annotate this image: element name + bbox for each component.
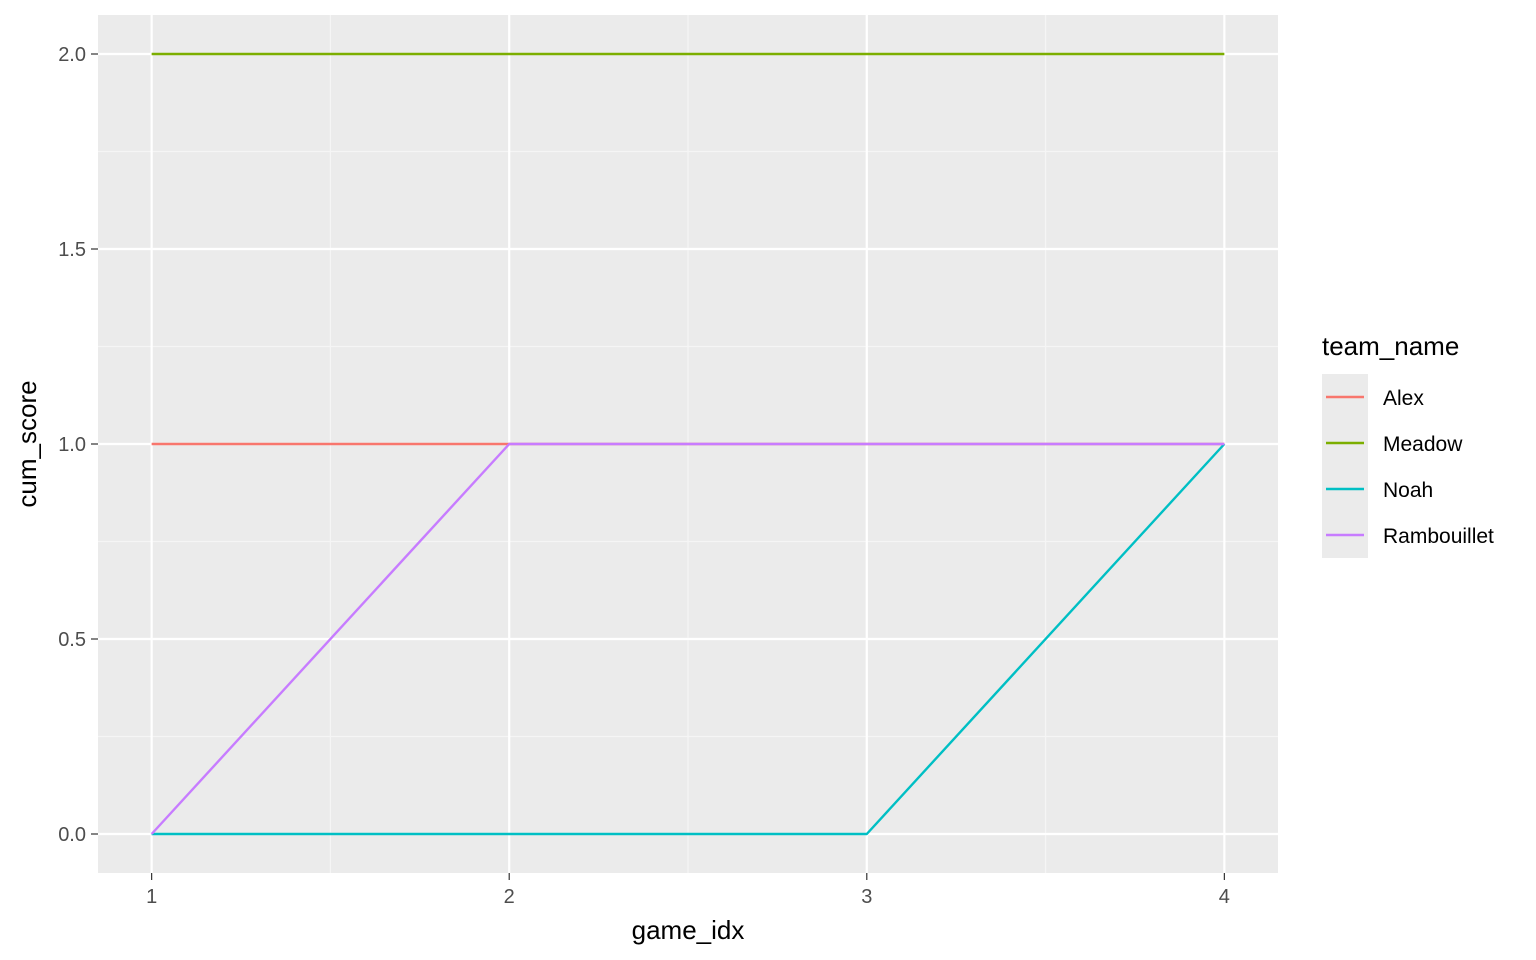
legend: team_name Alex Meadow Noah Rambouillet — [1322, 331, 1494, 558]
legend-title: team_name — [1322, 331, 1459, 361]
y-tick-label: 0.0 — [58, 824, 86, 846]
x-axis: 1 2 3 4 — [146, 873, 1230, 908]
x-axis-title: game_idx — [632, 915, 745, 945]
x-tick-label: 3 — [861, 886, 872, 908]
legend-label-noah: Noah — [1383, 479, 1433, 502]
y-axis: 0.0 0.5 1.0 1.5 2.0 — [58, 44, 98, 846]
x-tick-label: 1 — [146, 886, 157, 908]
y-tick-label: 2.0 — [58, 44, 86, 66]
legend-label-alex: Alex — [1383, 387, 1424, 410]
x-tick-label: 2 — [504, 886, 515, 908]
legend-label-rambouillet: Rambouillet — [1383, 525, 1494, 548]
series-line-noah — [151, 443, 1226, 836]
y-tick-label: 1.5 — [58, 239, 86, 261]
y-tick-label: 1.0 — [58, 434, 86, 456]
y-tick-label: 0.5 — [58, 629, 86, 651]
y-axis-title: cum_score — [12, 380, 42, 507]
legend-label-meadow: Meadow — [1383, 433, 1463, 456]
series-lines — [150, 52, 1226, 836]
x-tick-label: 4 — [1219, 886, 1230, 908]
legend-key-background — [1322, 374, 1368, 558]
series-line-rambouillet — [150, 442, 1225, 835]
